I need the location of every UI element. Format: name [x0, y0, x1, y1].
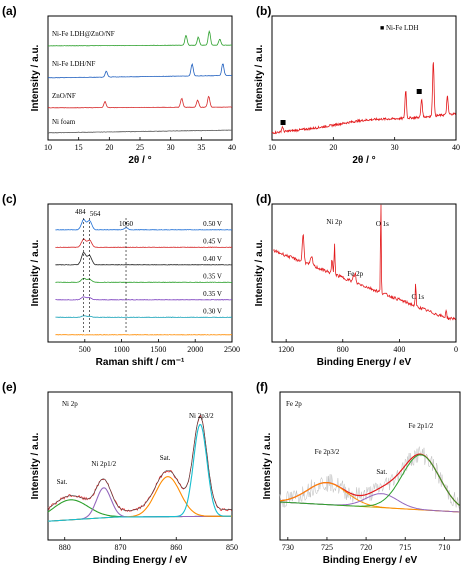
series-label: 0.50 V	[203, 220, 222, 228]
x-tick-label: 1500	[150, 345, 166, 354]
plot-frame-b	[271, 15, 457, 141]
x-tick-label: 2500	[224, 345, 240, 354]
series-label: Ni-Fe LDH/NF	[52, 60, 95, 68]
panel-title: Ni 2p	[62, 400, 78, 408]
peak-label: 1060	[119, 220, 134, 228]
series-line-5	[55, 315, 233, 318]
x-axis-label: Binding Energy / eV	[93, 555, 188, 566]
fit-component-3	[47, 424, 231, 522]
y-axis-label: Intensity / a.u.	[30, 44, 41, 111]
panel-label-e: (e)	[2, 380, 17, 394]
x-axis-label: 2θ / °	[352, 155, 375, 166]
plot-frame-c	[47, 203, 233, 343]
peak-annotation: Ni 2p	[326, 218, 342, 226]
x-tick-label: 10	[268, 143, 276, 152]
x-tick-label: 20	[329, 143, 337, 152]
x-tick-label: 850	[226, 543, 238, 552]
raw-spectrum	[279, 446, 460, 509]
legend-entry: ■ Ni-Fe LDH	[380, 24, 418, 32]
x-tick-label: 15	[75, 143, 83, 152]
peak-annotation: Sat.	[160, 454, 171, 462]
peak-annotation: Fe 2p1/2	[409, 422, 434, 430]
series-line-2	[55, 252, 232, 266]
peak-annotation: Sat.	[376, 468, 387, 476]
x-tick-label: 720	[360, 543, 372, 552]
plot-frame-e	[47, 391, 233, 541]
panel-title: Fe 2p	[286, 400, 302, 408]
y-axis-label: Intensity / a.u.	[30, 432, 41, 499]
panel-label-b: (b)	[256, 4, 272, 18]
panel-label-c: (c)	[2, 192, 17, 206]
peak-annotation: O 1s	[376, 220, 389, 228]
x-tick-label: 40	[228, 143, 236, 152]
x-tick-label: 0	[454, 345, 458, 354]
series-line-4	[55, 296, 232, 301]
series-label: Ni foam	[52, 118, 76, 126]
x-tick-label: 715	[399, 543, 411, 552]
x-axis-label: Binding Energy / eV	[317, 357, 412, 368]
y-axis-label: Intensity / a.u.	[262, 432, 273, 499]
series-label: 0.45 V	[203, 238, 222, 246]
series-line	[273, 204, 456, 321]
x-tick-label: 10	[44, 143, 52, 152]
ldh-marker	[416, 89, 422, 94]
x-tick-label: 35	[197, 143, 205, 152]
x-tick-label: 400	[393, 345, 405, 354]
series-line-3	[55, 277, 233, 283]
x-tick-label: 30	[391, 143, 399, 152]
peak-annotation: Ni 2p3/2	[189, 412, 214, 420]
fit-envelope	[47, 416, 232, 511]
panel-label-f: (f)	[256, 380, 268, 394]
peak-label: 564	[90, 210, 101, 218]
y-axis-label: Intensity / a.u.	[254, 44, 265, 111]
x-tick-label: 800	[337, 345, 349, 354]
series-line-1	[55, 238, 233, 248]
series-line-2	[47, 95, 233, 109]
series-line-0	[55, 218, 233, 231]
series-label: ZnO/NF	[52, 92, 76, 100]
y-axis-label: Intensity / a.u.	[254, 239, 265, 306]
ldh-marker	[280, 120, 286, 125]
peak-annotation: Ni 2p1/2	[91, 460, 116, 468]
series-line-3	[47, 129, 232, 134]
x-tick-label: 25	[136, 143, 144, 152]
x-tick-label: 880	[59, 543, 71, 552]
series-line-0	[48, 29, 233, 47]
series-label: 0.35 V	[203, 290, 222, 298]
x-tick-label: 30	[167, 143, 175, 152]
x-tick-label: 710	[438, 543, 450, 552]
x-tick-label: 860	[170, 543, 182, 552]
x-tick-label: 1000	[114, 345, 130, 354]
peak-annotation: C 1s	[411, 293, 424, 301]
series-label: 0.30 V	[203, 308, 222, 316]
x-axis-label: Binding Energy / eV	[323, 555, 418, 566]
x-tick-label: 730	[282, 543, 294, 552]
y-axis-label: Intensity / a.u.	[30, 239, 41, 306]
x-tick-label: 500	[79, 345, 91, 354]
peak-label: 484	[75, 208, 86, 216]
series-label: 0.35 V	[203, 273, 222, 281]
peak-annotation: Sat.	[57, 478, 68, 486]
x-axis-label: 2θ / °	[128, 155, 151, 166]
peak-annotation: Fe 2p	[347, 270, 363, 278]
x-tick-label: 1200	[278, 345, 294, 354]
x-axis-label: Raman shift / cm⁻¹	[96, 357, 185, 368]
series-label: 0.40 V	[203, 255, 222, 263]
fit-component-2	[279, 454, 460, 507]
x-tick-label: 2000	[187, 345, 203, 354]
plot-frame-d	[271, 203, 457, 343]
x-tick-label: 870	[114, 543, 126, 552]
fit-component-2	[47, 476, 231, 522]
panel-label-a: (a)	[2, 4, 17, 18]
series-line	[271, 62, 456, 135]
panel-label-d: (d)	[256, 192, 272, 206]
peak-annotation: Fe 2p3/2	[315, 448, 340, 456]
x-tick-label: 20	[105, 143, 113, 152]
x-tick-label: 40	[452, 143, 460, 152]
series-label: Ni-Fe LDH@ZnO/NF	[52, 30, 115, 38]
x-tick-label: 725	[321, 543, 333, 552]
series-line-1	[47, 62, 232, 79]
plot-frame-f	[279, 391, 461, 541]
